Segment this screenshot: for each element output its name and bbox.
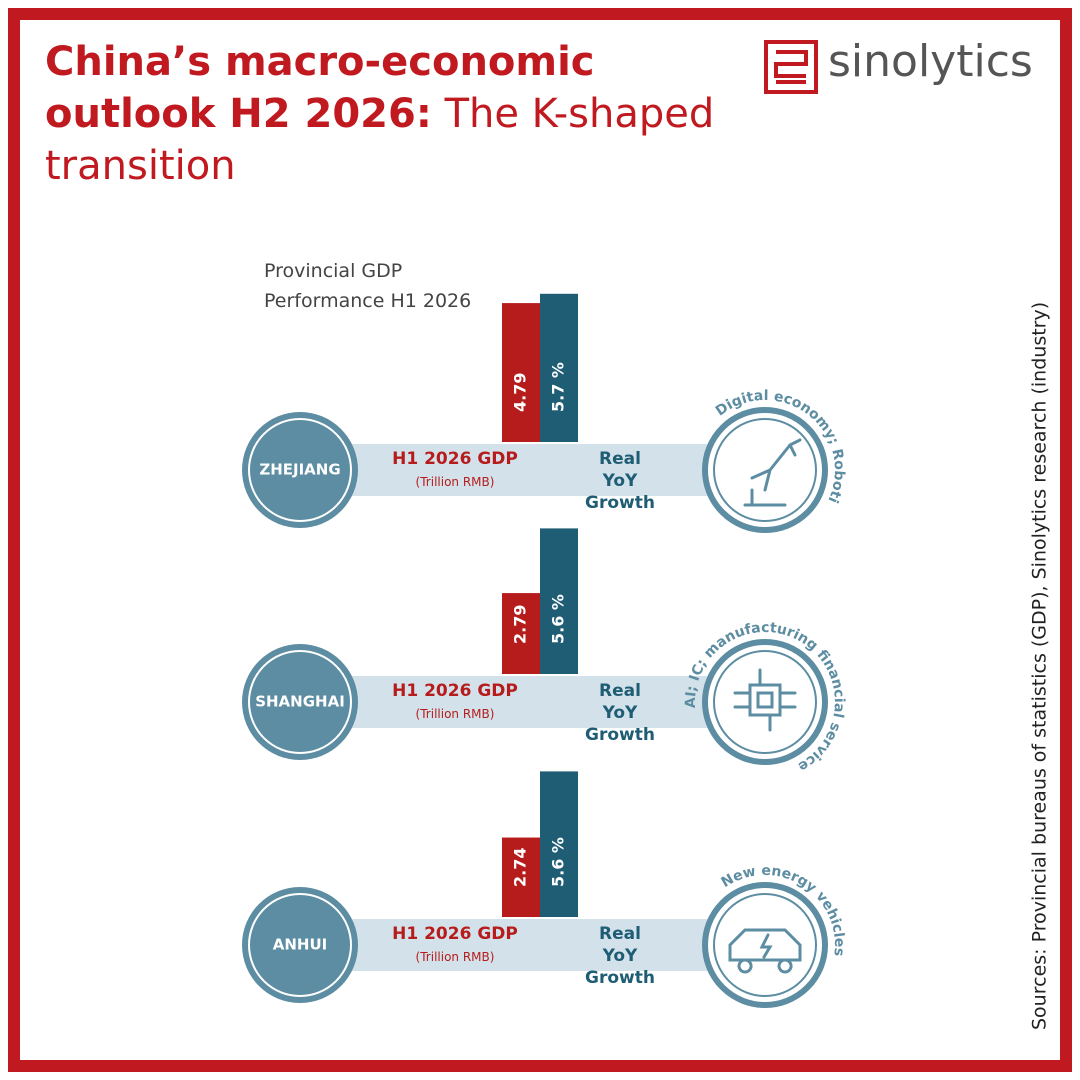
sector-ring <box>713 650 817 754</box>
sector-icon <box>728 928 802 974</box>
chart-title: Provincial GDP Performance H1 2026 <box>264 260 472 312</box>
province-ring <box>248 650 352 754</box>
value-label: 5.7 % <box>549 362 568 412</box>
series-label: H1 2026 GDP <box>392 449 518 469</box>
band <box>330 919 730 971</box>
source: Sources: Provincial bureaus of statistic… <box>1029 302 1051 1030</box>
province-circle <box>242 887 358 1003</box>
series-unit: (Trillion RMB) <box>415 950 495 964</box>
series-label: Real YoY Growth <box>585 681 655 745</box>
value-label: 5.6 % <box>549 594 568 644</box>
title-bold: China’s macro-economic outlook H2 2026: <box>45 39 595 137</box>
value-label: 4.79 <box>511 373 530 412</box>
bar <box>502 593 540 674</box>
sector-circle <box>702 882 828 1008</box>
logo <box>764 40 818 94</box>
province-ring <box>248 893 352 997</box>
sector-ring <box>713 418 817 522</box>
province-label: ANHUI <box>273 936 327 954</box>
sector-ring <box>713 893 817 997</box>
province-circle <box>242 644 358 760</box>
bar <box>502 837 540 917</box>
value-label: 5.6 % <box>549 837 568 887</box>
sector-circle <box>702 407 828 533</box>
band <box>330 444 730 496</box>
series-label: Real YoY Growth <box>585 924 655 988</box>
value-label: 2.74 <box>511 848 530 887</box>
sector-icon <box>733 668 797 732</box>
frame <box>8 8 1072 1072</box>
sector-icon <box>743 438 802 507</box>
bar <box>540 528 578 674</box>
province-ring <box>248 418 352 522</box>
bar <box>540 293 578 442</box>
bar <box>540 771 578 917</box>
series-label: H1 2026 GDP <box>392 681 518 701</box>
province-circle <box>242 412 358 528</box>
province-label: SHANGHAI <box>255 693 345 711</box>
series-label: H1 2026 GDP <box>392 924 518 944</box>
province-label: ZHEJIANG <box>259 461 340 479</box>
value-label: 2.79 <box>511 605 530 644</box>
series-label: Real YoY Growth <box>585 449 655 513</box>
title-light: The K-shaped transition <box>45 91 715 189</box>
sector-circle <box>702 639 828 765</box>
series-unit: (Trillion RMB) <box>415 707 495 721</box>
title: China’s macro-economic outlook H2 2026: … <box>45 36 745 192</box>
band <box>330 676 730 728</box>
bar <box>502 303 540 442</box>
brand: sinolytics <box>828 36 1033 87</box>
series-unit: (Trillion RMB) <box>415 475 495 489</box>
